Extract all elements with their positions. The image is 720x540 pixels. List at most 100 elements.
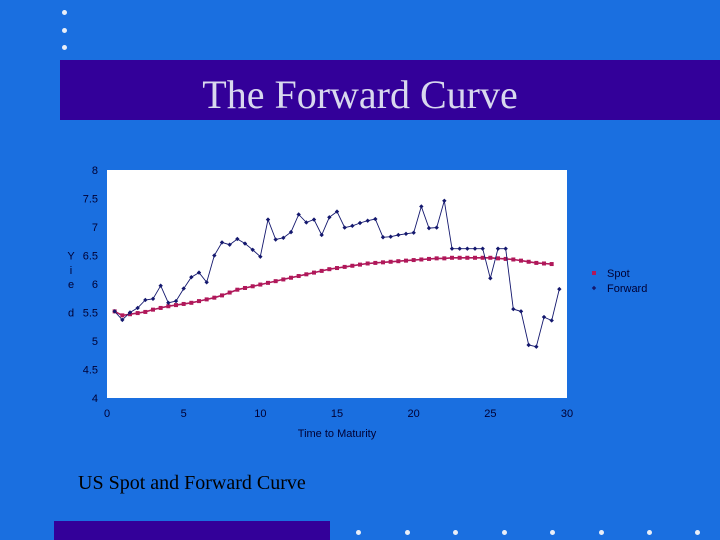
y-tick-label: 8 [92, 165, 98, 177]
data-point-spot [358, 262, 362, 267]
decorative-dot-bottom-6 [599, 530, 604, 535]
series-line-spot [114, 257, 552, 317]
data-point-spot [174, 303, 178, 308]
data-point-spot [304, 272, 309, 277]
x-tick-label: 30 [561, 408, 573, 420]
legend-marker-forward [591, 285, 597, 291]
data-point-forward [265, 217, 271, 222]
y-tick-label: 5.5 [83, 308, 98, 320]
data-point-forward [511, 306, 516, 312]
x-tick-label: 5 [181, 408, 187, 420]
chart-legend: Spot Forward [591, 268, 647, 295]
y-axis-label-glyph: e [68, 279, 74, 291]
data-point-spot [365, 261, 370, 266]
y-axis-label-glyph: i [70, 265, 72, 277]
data-point-forward [212, 253, 217, 258]
data-point-forward [150, 296, 156, 302]
x-tick-label: 0 [104, 408, 110, 420]
data-point-forward [250, 247, 255, 252]
data-point-forward [319, 232, 324, 238]
data-point-forward [396, 232, 401, 238]
data-point-forward [135, 305, 140, 311]
data-point-spot [465, 255, 470, 260]
data-point-forward [219, 240, 225, 245]
decorative-dot-bottom-7 [647, 530, 652, 535]
data-point-spot [296, 274, 301, 279]
data-point-spot [273, 279, 278, 284]
y-axis-label-glyph: d [68, 308, 74, 320]
x-tick-label: 10 [254, 408, 266, 420]
legend-label-forward: Forward [607, 283, 647, 295]
decorative-dot-top-2 [62, 28, 67, 33]
x-axis-tick-labels: 0 5 10 15 20 25 30 [104, 408, 573, 420]
data-point-forward [327, 215, 332, 220]
data-point-spot [220, 293, 224, 298]
data-point-forward [442, 198, 447, 203]
title-band: The Forward Curve [60, 60, 720, 120]
data-point-spot [266, 280, 270, 285]
data-point-spot [526, 259, 531, 264]
data-point-forward [411, 230, 416, 235]
data-point-forward [457, 246, 462, 251]
data-point-forward [235, 236, 240, 242]
data-point-forward [342, 225, 347, 230]
data-point-spot [542, 261, 546, 266]
decorative-dot-bottom-8 [695, 530, 700, 535]
data-point-forward [534, 344, 539, 349]
data-point-spot [350, 263, 355, 268]
data-point-forward [380, 235, 386, 240]
data-point-spot [373, 260, 378, 265]
data-point-spot [549, 262, 554, 267]
decorative-dot-bottom-2 [405, 530, 410, 535]
data-point-spot [312, 270, 316, 275]
data-point-forward [480, 246, 485, 251]
data-point-spot [411, 258, 416, 263]
data-point-forward [173, 298, 179, 304]
series-layer [112, 198, 562, 349]
slide-title: The Forward Curve [202, 72, 518, 117]
data-point-spot [388, 259, 393, 264]
data-point-forward [426, 225, 432, 231]
data-point-spot [319, 268, 324, 273]
data-point-spot [404, 258, 408, 263]
data-point-spot [197, 299, 201, 304]
data-point-forward [541, 314, 547, 320]
data-point-forward [227, 242, 232, 247]
y-tick-label: 7.5 [83, 194, 98, 206]
data-point-spot [189, 300, 194, 305]
decorative-dot-bottom-4 [502, 530, 507, 535]
data-point-spot [381, 260, 385, 265]
x-tick-label: 15 [331, 408, 343, 420]
y-axis-label-glyph: Y [67, 251, 75, 263]
data-point-spot [151, 307, 155, 312]
data-point-forward [166, 300, 171, 306]
data-point-spot [258, 282, 263, 287]
data-point-spot [450, 255, 454, 260]
data-point-forward [127, 310, 133, 315]
data-point-spot [519, 258, 523, 263]
bottom-band [54, 521, 330, 540]
data-point-forward [388, 234, 393, 239]
data-point-spot [243, 285, 247, 290]
y-tick-label: 5 [92, 336, 98, 348]
series-forward [112, 198, 562, 349]
plot-area [107, 170, 567, 398]
data-point-spot [204, 297, 209, 302]
data-point-spot [212, 295, 217, 300]
data-point-forward [488, 276, 493, 281]
decorative-dot-top-1 [62, 10, 67, 15]
data-point-forward [311, 217, 317, 222]
data-point-spot [158, 305, 163, 310]
data-point-forward [403, 231, 409, 237]
y-tick-label: 4 [92, 393, 98, 405]
data-point-forward [419, 204, 424, 209]
data-point-spot [120, 313, 125, 318]
data-point-forward [196, 270, 202, 275]
y-tick-label: 4.5 [83, 365, 98, 377]
data-point-forward [518, 309, 524, 314]
data-point-forward [503, 246, 508, 251]
data-point-forward [465, 246, 470, 251]
y-axis-label: Yie d [67, 251, 75, 320]
data-point-spot [335, 266, 339, 271]
